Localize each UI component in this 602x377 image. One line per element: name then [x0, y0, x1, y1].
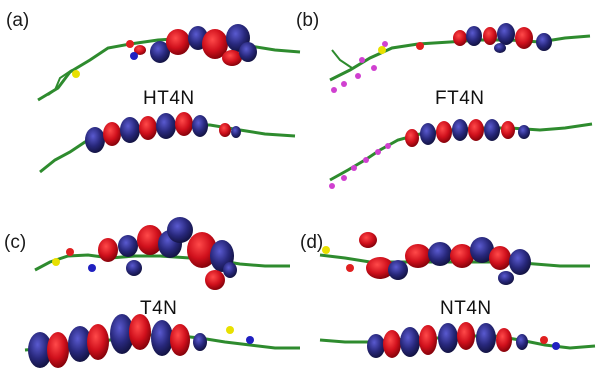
molecule-label-t4n: T4N	[140, 298, 178, 319]
molecule-label-ft4n: FT4N	[435, 88, 485, 109]
molecule-ft4n-bottom	[329, 119, 593, 189]
molecule-ht4n-top	[37, 24, 301, 102]
molecule-ht4n-bottom	[39, 112, 296, 174]
molecule-nt4n-bottom	[319, 322, 596, 358]
molecule-nt4n-top	[319, 232, 590, 285]
orbital-lobes	[134, 24, 257, 66]
molecule-label-nt4n: NT4N	[440, 298, 492, 319]
atom-markers	[52, 40, 560, 350]
panel-d-label: (d)	[300, 232, 324, 253]
molecule-t4n-top	[34, 217, 290, 290]
molecule-t4n-bottom	[24, 314, 300, 368]
panel-c-label: (c)	[4, 232, 27, 253]
molecule-label-ht4n: HT4N	[143, 88, 195, 109]
panel-a-label: (a)	[6, 10, 30, 31]
molecule-ft4n-top	[329, 23, 591, 93]
panel-b-label: (b)	[296, 10, 320, 31]
side-chain	[47, 69, 73, 96]
